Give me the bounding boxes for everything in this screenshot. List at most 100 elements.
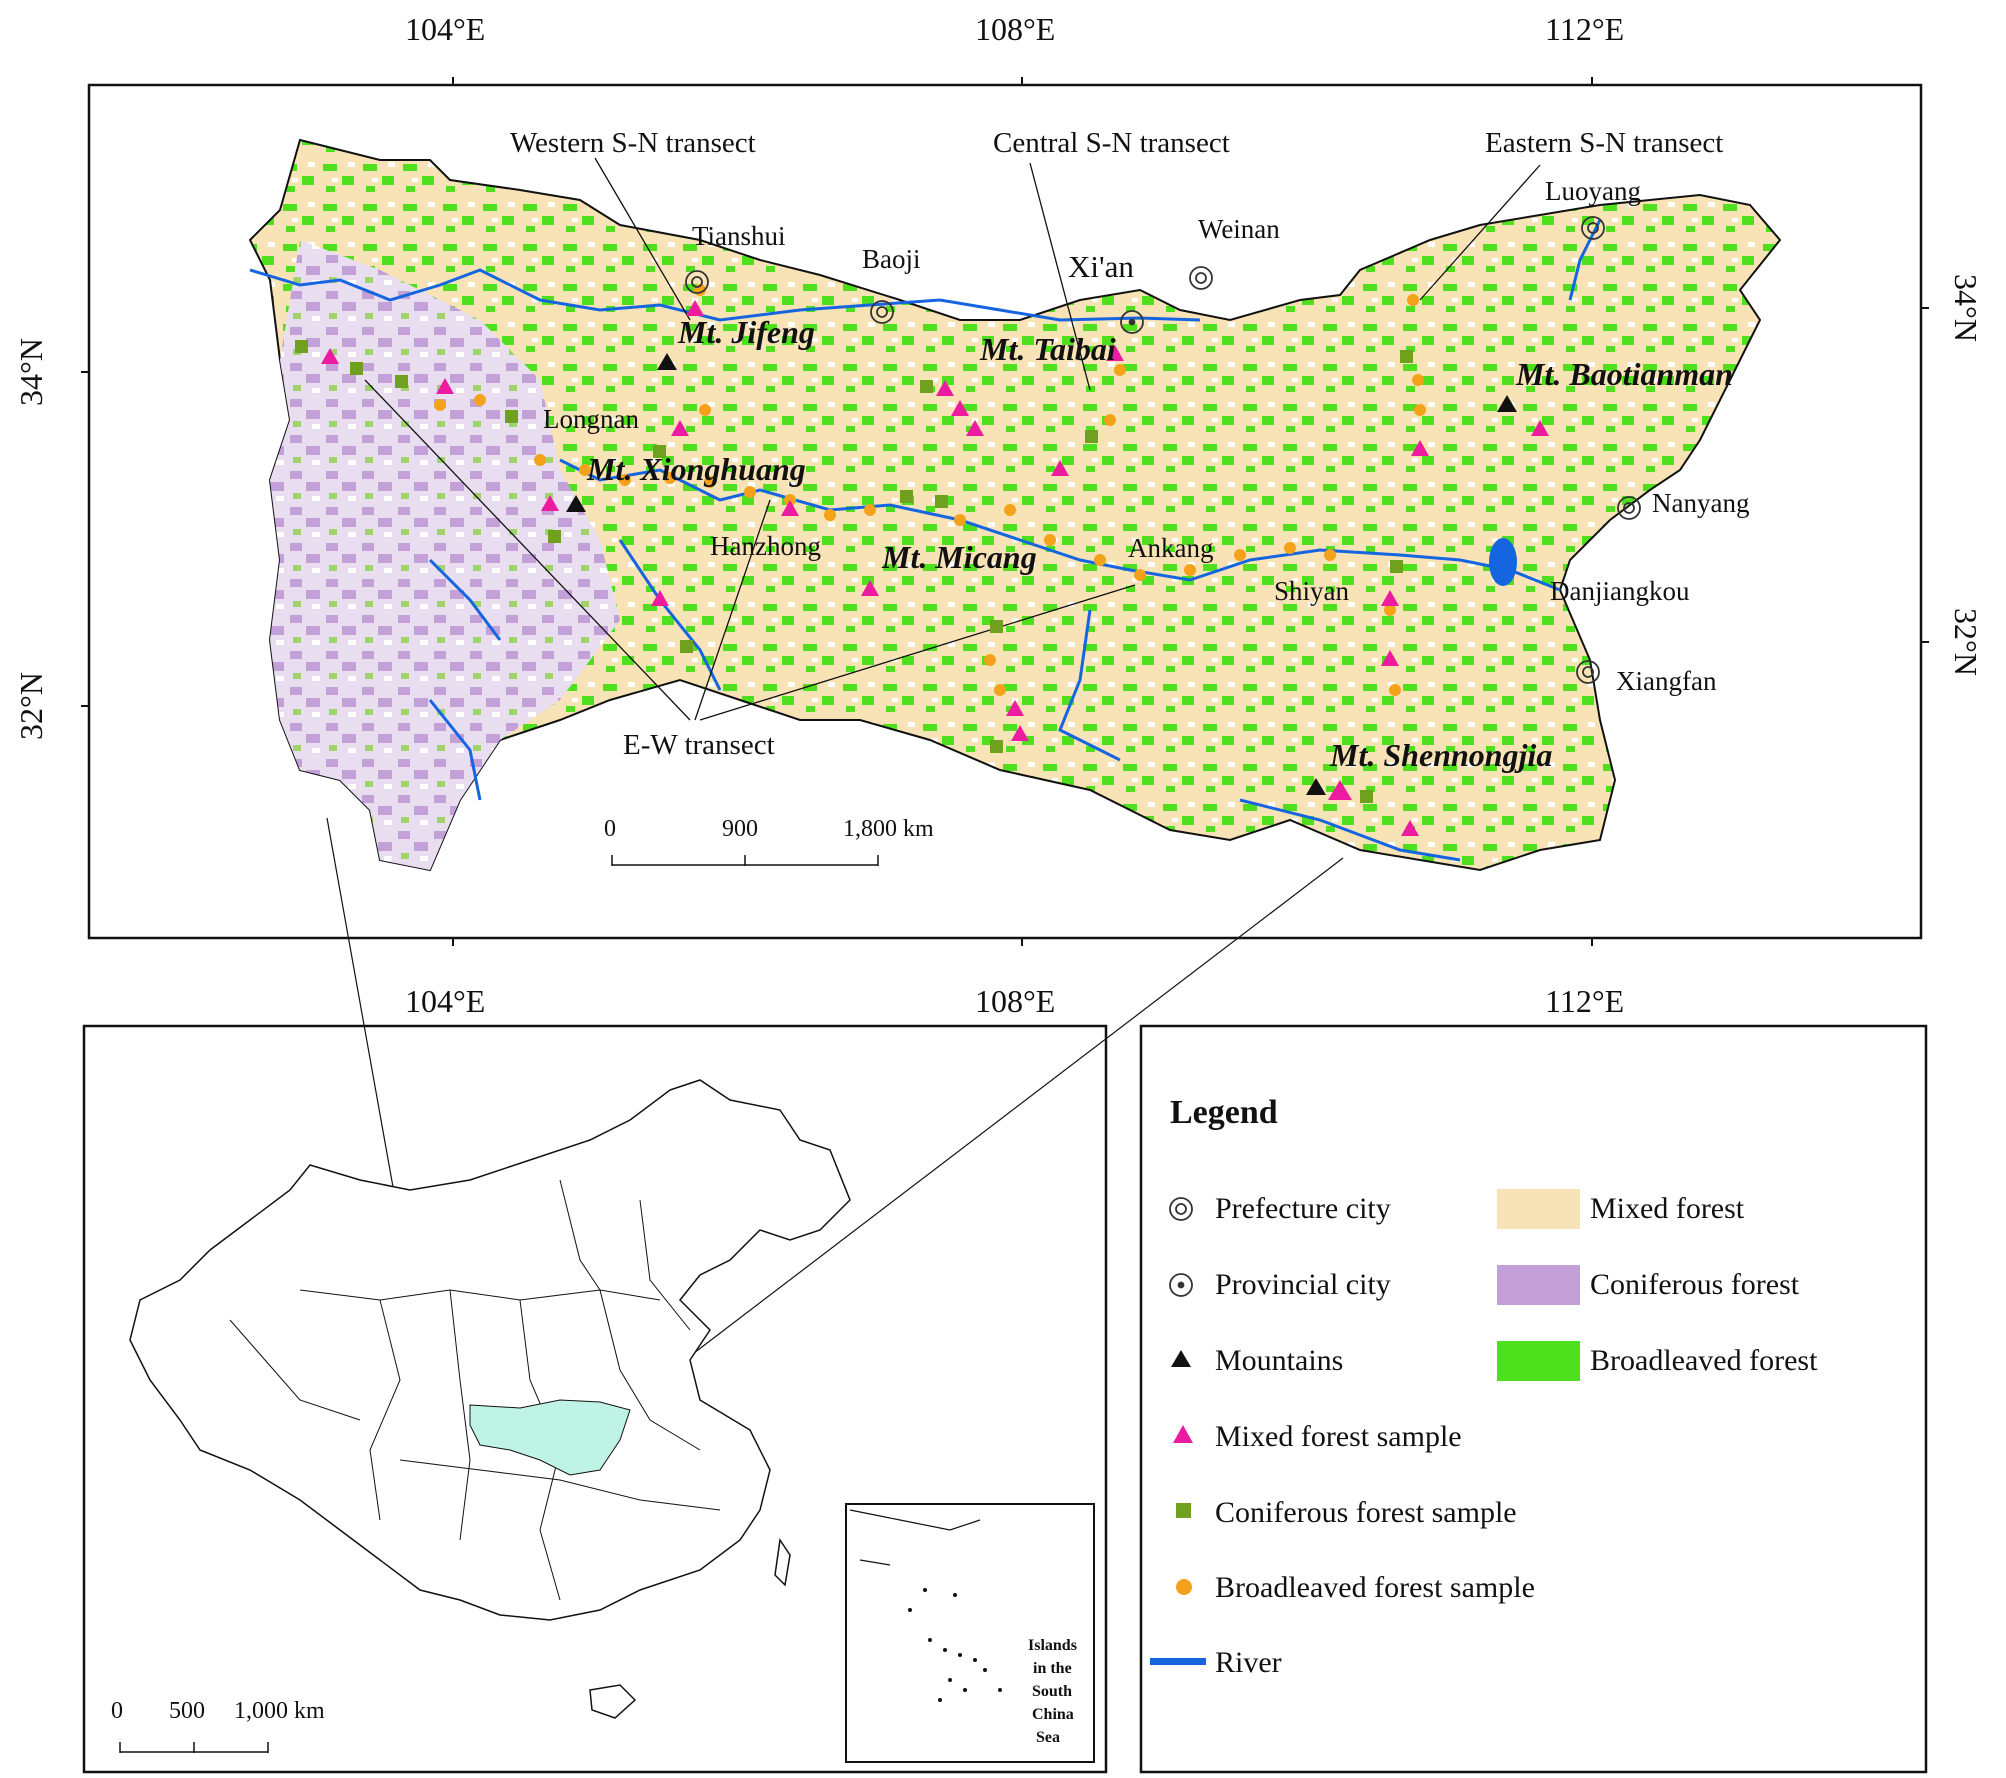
mixed-sample [1411,440,1429,456]
south-china-sea-coast [849,1509,981,1566]
lat-label-right-32: 32°N [1948,608,1984,676]
legend-coniferous-sample-label: Coniferous forest sample [1215,1496,1517,1529]
legend-broadleaved-forest-swatch [1497,1341,1580,1381]
south-china-sea-frame [845,1503,1095,1763]
legend-prefecture-symbol [1169,1197,1193,1221]
main-scale-label-0: 0 [604,816,616,842]
mountain-markers [566,353,1517,795]
coniferous-sample [295,340,308,353]
broadleaved-sample [1104,414,1116,426]
mountain-label-baotianman: Mt. Baotianman [1515,356,1733,392]
broadleaved-sample [474,394,486,406]
lon-label-top-104: 104°E [405,11,485,47]
south-china-sea-line-2: in the [1033,1660,1072,1677]
leader-western [594,157,691,321]
broadleaved-sample [579,464,591,476]
leader-eastern [1419,164,1541,301]
coniferous-sample [350,362,363,375]
coniferous-sample [1390,560,1403,573]
broadleaved-sample [434,399,446,411]
taiwan-island [774,1537,791,1587]
lon-label-bottom-104: 104°E [405,983,485,1019]
mixed-sample [1106,345,1124,361]
mixed-sample [936,380,954,396]
leader-ew-3 [699,584,1136,721]
lon-label-bottom-108: 108°E [975,983,1055,1019]
lon-label-bottom-112: 112°E [1545,983,1624,1019]
coniferous-sample [900,490,913,503]
mountain-label-xionghuang: Mt. Xionghuang [586,451,806,487]
provincial-city-xian [1120,310,1144,334]
river-sw [428,699,482,801]
china-inset: Islands in the South China Sea 0 500 1,0… [82,1024,1108,1774]
mixed-sample [651,590,669,606]
south-china-sea-line-4: China [1032,1706,1074,1723]
study-region-highlight [469,1399,631,1476]
city-label-longnan: Longnan [543,404,639,434]
hainan-island [589,1684,637,1719]
coniferous-sample [680,640,693,653]
broadleaved-sample [534,454,546,466]
city-label-baoji: Baoji [862,244,921,274]
legend-mixed-forest-label: Mixed forest [1590,1192,1745,1225]
mixed-sample [1401,820,1419,836]
mountain-label-taibai: Mt. Taibai [979,331,1116,367]
city-label-luoyang: Luoyang [1545,176,1641,206]
city-label-xian: Xi'an [1068,249,1134,284]
city-label-tianshui: Tianshui [692,221,786,251]
prefecture-city-weinan [1189,266,1213,290]
legend-provincial-label: Provincial city [1215,1268,1391,1301]
main-map: Western S-N transect Central S-N transec… [13,11,1984,1019]
prefecture-city-tianshui [685,270,709,294]
coniferous-sample [1360,790,1373,803]
coniferous-sample [990,620,1003,633]
legend-river-label: River [1215,1646,1282,1679]
broadleaved-sample [619,474,631,486]
broadleaved-sample [1044,534,1056,546]
legend-mountains-symbol [1171,1350,1191,1367]
broadleaved-sample [824,509,836,521]
coniferous-sample [653,445,666,458]
legend-broadleaved-forest-label: Broadleaved forest [1590,1344,1818,1377]
broadleaved-sample [1234,549,1246,561]
legend-prefecture-label: Prefecture city [1215,1192,1391,1225]
broadleaved-sample [1094,554,1106,566]
broadleaved-sample [704,476,716,488]
coniferous-sample [935,495,948,508]
broadleaved-sample [984,654,996,666]
broadleaved-sample [1324,549,1336,561]
broadleaved-sample [744,486,756,498]
mixed-sample [861,580,879,596]
city-label-shiyan: Shiyan [1274,576,1350,606]
broadleaved-sample [994,684,1006,696]
city-label-xiangfan: Xiangfan [1616,666,1717,696]
broadleaved-sample [1004,504,1016,516]
broadleaved-sample [1389,684,1401,696]
river-lower [1239,798,1461,862]
mixed-sample [1328,780,1352,800]
river-jialing [618,539,722,691]
leader-central [1029,162,1091,391]
prefecture-city-markers [685,216,1641,684]
main-map-ticks [81,77,1929,946]
mixed-sample [436,378,454,394]
western-transect-label: Western S-N transect [510,127,756,159]
coniferous-sample [1400,350,1413,363]
legend-broadleaved-sample-symbol [1176,1579,1192,1595]
inset-scale-bar: 0 500 1,000 km [111,1698,325,1753]
coniferous-sample [505,410,518,423]
lat-label-left-32: 32°N [13,672,49,740]
mixed-sample [1381,650,1399,666]
main-scale-label-1800: 1,800 km [843,816,934,842]
mixed-sample [1011,725,1029,741]
mountain-label-jifeng: Mt. Jifeng [677,314,815,350]
mixed-sample [671,420,689,436]
lon-label-top-108: 108°E [975,11,1055,47]
prefecture-city-nanyang [1617,496,1641,520]
city-label-ankang: Ankang [1128,533,1213,563]
danjiangkou-reservoir [1489,538,1517,586]
coniferous-sample [1085,430,1098,443]
mountain-shennongjia-marker [1306,778,1326,795]
transect-leaders [364,157,1541,721]
